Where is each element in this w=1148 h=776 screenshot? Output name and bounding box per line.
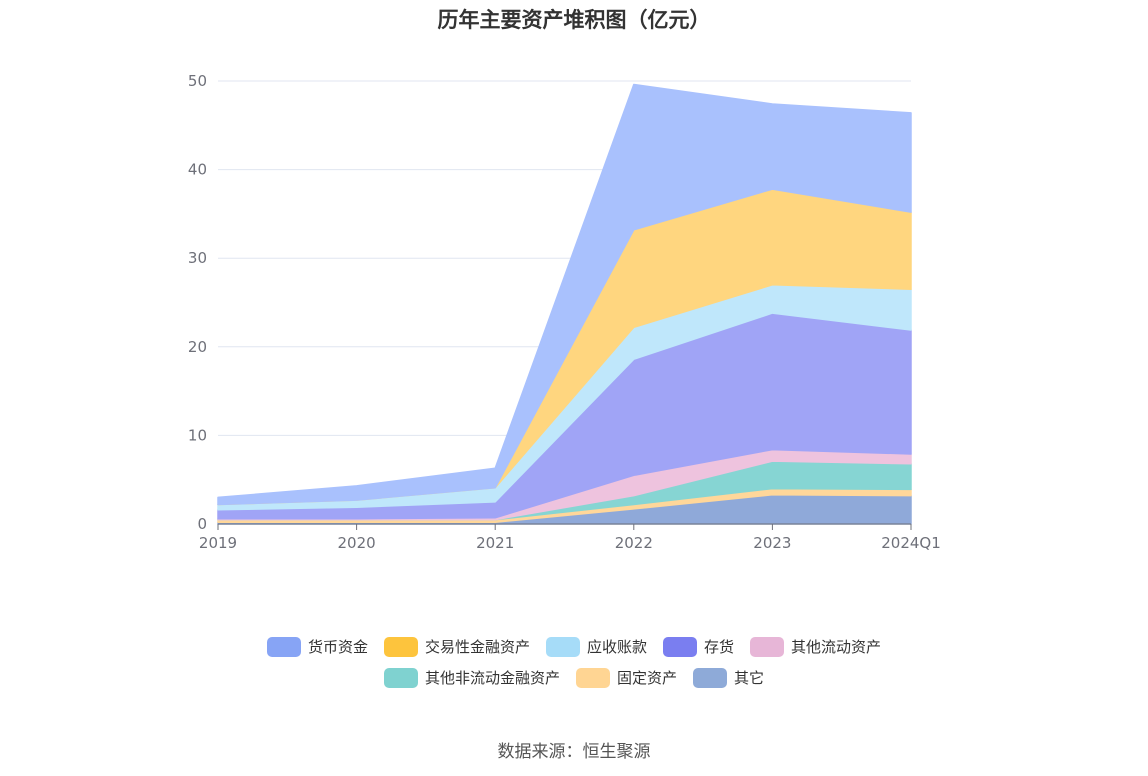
data-source: 数据来源：恒生聚源 (497, 742, 651, 762)
legend-swatch (383, 636, 418, 657)
legend-item[interactable]: 应收账款 (545, 636, 647, 657)
legend-swatch (750, 636, 785, 657)
legend: 货币资金 交易性金融资产 应收账款 存货 其他流动资产 其他非流动金融资产 固定资产 其它 (0, 636, 1148, 698)
legend-item[interactable]: 固定资产 (575, 667, 677, 688)
y-tick-label: 50 (188, 72, 207, 90)
legend-swatch (266, 636, 301, 657)
legend-swatch (663, 636, 697, 657)
legend-row-1: 货币资金 交易性金融资产 应收账款 存货 其他流动资产 (0, 636, 1148, 657)
y-tick-label: 10 (188, 426, 207, 444)
x-tick-label: 2023 (753, 534, 791, 552)
legend-label: 其他非流动金融资产 (424, 669, 560, 687)
legend-item[interactable]: 货币资金 (266, 636, 368, 657)
x-tick-label: 2020 (338, 534, 376, 552)
x-tick-label: 2022 (615, 534, 653, 552)
legend-item[interactable]: 交易性金融资产 (383, 636, 530, 657)
legend-label: 应收账款 (586, 638, 647, 656)
legend-label: 固定资产 (616, 669, 677, 687)
area-series (217, 83, 912, 506)
area-layers (217, 83, 912, 525)
legend-row-2: 其他非流动金融资产 固定资产 其它 (0, 667, 1148, 688)
y-tick-label: 30 (188, 249, 207, 267)
y-tick-label: 20 (188, 338, 207, 356)
legend-item[interactable]: 其他流动资产 (750, 636, 881, 657)
legend-label: 存货 (704, 638, 735, 656)
stacked-area-chart: 2019 2020 2021 2022 2023 2024Q1 0 10 20 30 40 50 (188, 72, 941, 552)
legend-swatch (575, 667, 610, 688)
chart-title: 历年主要资产堆积图（亿元） (437, 8, 711, 32)
legend-label: 交易性金融资产 (424, 638, 530, 656)
x-tick-label: 2019 (199, 534, 237, 552)
x-tick-label: 2021 (476, 534, 514, 552)
legend-swatch (545, 636, 580, 657)
legend-swatch (693, 667, 727, 688)
y-tick-label: 40 (188, 161, 207, 179)
y-axis: 0 10 20 30 40 50 (188, 72, 207, 533)
x-tick-label: 2024Q1 (881, 534, 941, 552)
y-tick-label: 0 (197, 515, 207, 533)
legend-label: 其它 (734, 669, 765, 687)
x-axis: 2019 2020 2021 2022 2023 2024Q1 (199, 523, 941, 552)
legend-item[interactable]: 其他非流动金融资产 (383, 667, 560, 688)
legend-item[interactable]: 存货 (663, 636, 734, 657)
legend-label: 其他流动资产 (791, 638, 882, 656)
legend-swatch (383, 667, 418, 688)
legend-label: 货币资金 (307, 638, 368, 656)
legend-item[interactable]: 其它 (693, 667, 764, 688)
